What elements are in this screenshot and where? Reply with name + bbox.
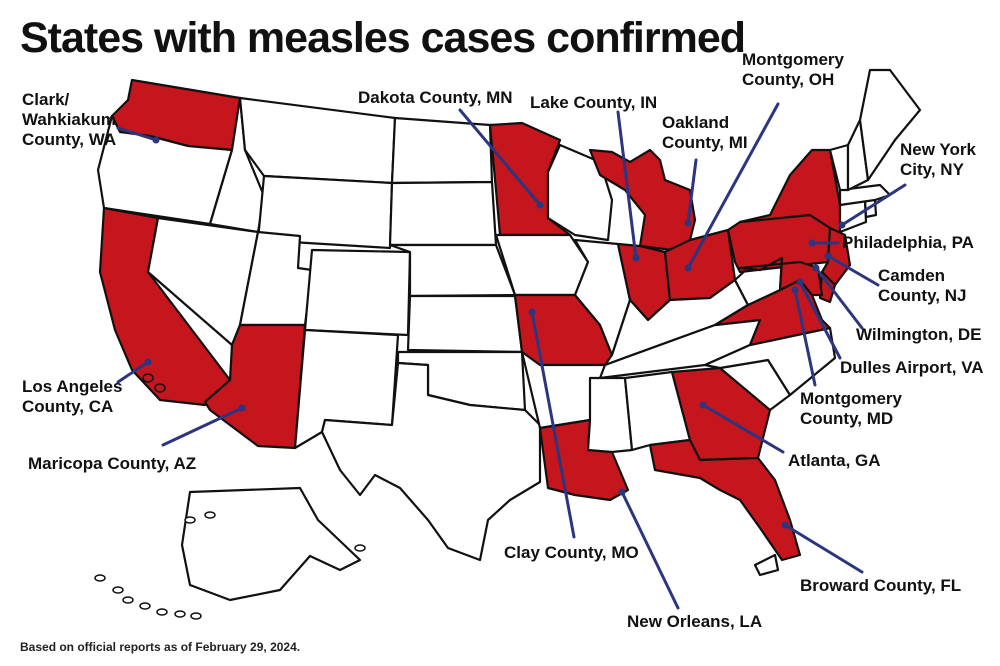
location-label-de: Wilmington, DE: [856, 325, 982, 344]
island: [94, 574, 106, 582]
leader-lines: [116, 102, 907, 610]
leader-line: [686, 102, 780, 270]
state-mi: [588, 148, 697, 252]
location-marker: [781, 521, 789, 529]
location-label-ny: New York City, NY: [900, 140, 976, 179]
island: [112, 586, 124, 594]
location-marker: [824, 252, 832, 260]
leader-line: [798, 280, 842, 360]
state-me: [858, 68, 922, 182]
state-ma: [838, 183, 892, 207]
location-label-wa: Clark/ Wahkiakum County, WA: [22, 90, 117, 149]
leader-line: [840, 183, 907, 227]
leader-line: [814, 266, 864, 330]
location-marker: [632, 254, 640, 262]
location-marker: [238, 404, 246, 412]
location-label-fl: Broward County, FL: [800, 576, 962, 595]
location-label-pa: Philadelphia, PA: [842, 233, 974, 252]
map-title: States with measles cases confirmed: [20, 14, 746, 62]
leader-line: [783, 523, 864, 574]
location-marker: [528, 308, 536, 316]
leader-line: [616, 110, 638, 260]
state-ak: [180, 486, 362, 602]
state-wi: [546, 143, 614, 242]
location-label-in: Lake County, IN: [530, 93, 658, 112]
location-marker: [838, 221, 846, 229]
state-ks: [406, 294, 524, 354]
leader-line: [116, 126, 158, 142]
location-label-ga: Atlanta, GA: [788, 451, 881, 470]
location-marker: [144, 358, 152, 366]
location-marker: [812, 264, 820, 272]
location-label-md: Montgomery County, MD: [800, 389, 902, 428]
island: [142, 373, 154, 383]
location-marker: [684, 264, 692, 272]
leader-line: [701, 403, 785, 454]
location-label-la: New Orleans, LA: [627, 612, 763, 631]
island: [174, 610, 186, 618]
leader-line: [116, 360, 150, 384]
island: [190, 612, 202, 620]
location-label-va: Dulles Airport, VA: [840, 358, 984, 377]
state-fl: [648, 438, 802, 562]
leader-line: [686, 158, 698, 225]
location-label-mn: Dakota County, MN: [358, 88, 513, 107]
location-marker: [699, 401, 707, 409]
location-label-mo: Clay County, MO: [504, 543, 639, 562]
location-marker: [791, 286, 799, 294]
location-label-az: Maricopa County, AZ: [28, 454, 197, 473]
state-md: [738, 256, 824, 297]
leader-line: [793, 288, 817, 387]
island: [139, 602, 151, 610]
location-marker: [618, 488, 626, 496]
island: [122, 596, 134, 604]
state-sd: [388, 180, 498, 247]
state-shapes: [94, 68, 922, 620]
island: [184, 516, 196, 524]
island: [204, 511, 216, 519]
state-mt: [238, 96, 397, 185]
location-marker: [152, 136, 160, 144]
leader-line: [620, 490, 680, 610]
location-label-mi: Oakland County, MI: [662, 113, 748, 152]
island: [156, 608, 168, 616]
location-marker: [808, 239, 816, 247]
state-wy: [256, 174, 394, 250]
island: [354, 544, 366, 552]
location-marker: [536, 201, 544, 209]
leader-line: [826, 254, 880, 287]
location-marker: [796, 278, 804, 286]
leader-line: [530, 310, 576, 539]
leader-line: [161, 406, 244, 447]
footnote: Based on official reports as of February…: [20, 640, 301, 654]
location-marker: [684, 219, 692, 227]
location-label-oh: Montgomery County, OH: [742, 50, 844, 89]
leader-line: [458, 108, 542, 207]
state-hi: [753, 553, 780, 577]
state-ny: [738, 148, 842, 240]
state-nd: [390, 116, 494, 185]
state-co: [303, 248, 412, 337]
location-label-ca: Los Angeles County, CA: [22, 377, 123, 416]
location-label-nj: Camden County, NJ: [878, 266, 967, 305]
island: [154, 383, 166, 393]
state-tx: [320, 361, 542, 562]
